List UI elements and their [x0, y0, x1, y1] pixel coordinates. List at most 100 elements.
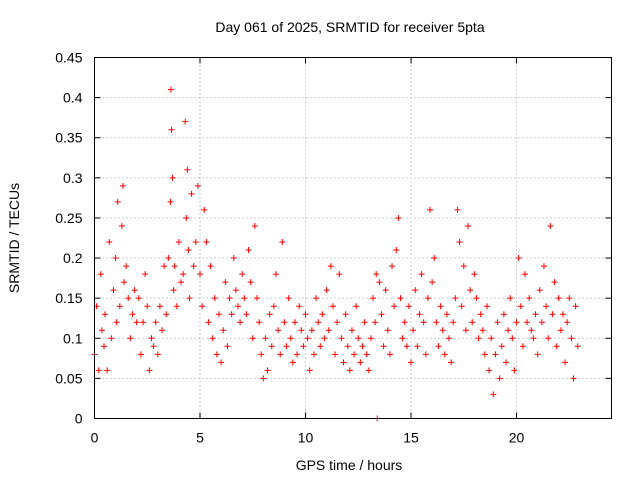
data-point: [317, 343, 324, 350]
data-point: [125, 295, 132, 302]
data-point: [133, 319, 140, 326]
data-point: [454, 206, 461, 213]
data-point: [298, 327, 305, 334]
data-point: [420, 319, 427, 326]
data-point: [373, 271, 380, 278]
data-point: [213, 351, 220, 358]
data-point: [545, 335, 552, 342]
data-point: [412, 287, 419, 294]
data-point: [376, 279, 383, 286]
data-point: [205, 319, 212, 326]
data-point: [182, 118, 189, 125]
data-point: [382, 287, 389, 294]
data-point: [534, 351, 541, 358]
x-axis-label: GPS time / hours: [296, 457, 403, 473]
data-point: [291, 319, 298, 326]
data-point: [167, 86, 174, 93]
data-point: [114, 198, 121, 205]
data-point: [553, 343, 560, 350]
data-point: [570, 375, 577, 382]
data-point: [365, 367, 372, 374]
data-point: [486, 367, 493, 374]
data-point: [150, 343, 157, 350]
data-point: [106, 239, 113, 246]
data-point: [395, 214, 402, 221]
data-point: [211, 295, 218, 302]
data-point: [393, 247, 400, 254]
data-point: [424, 295, 431, 302]
data-point: [146, 367, 153, 374]
data-point: [483, 303, 490, 310]
data-point: [207, 263, 214, 270]
data-point: [427, 206, 434, 213]
data-point: [121, 279, 128, 286]
data-point: [245, 247, 252, 254]
data-point: [285, 295, 292, 302]
data-point: [228, 311, 235, 318]
data-point: [450, 319, 457, 326]
data-point: [547, 222, 554, 229]
data-point: [173, 303, 180, 310]
data-point: [452, 295, 459, 302]
data-point: [361, 319, 368, 326]
data-point: [260, 375, 267, 382]
data-point: [467, 287, 474, 294]
data-point: [351, 351, 358, 358]
data-point: [471, 271, 478, 278]
data-point: [224, 343, 231, 350]
data-point: [183, 214, 190, 221]
data-point: [380, 343, 387, 350]
data-point: [357, 359, 364, 366]
data-point: [163, 311, 170, 318]
data-point: [315, 319, 322, 326]
data-point: [353, 303, 360, 310]
data-point: [363, 351, 370, 358]
data-point: [509, 335, 516, 342]
data-point: [443, 311, 450, 318]
data-point: [462, 327, 469, 334]
data-point: [321, 335, 328, 342]
data-point: [123, 263, 130, 270]
x-axis-ticks: 0 5 10 15 20: [91, 57, 525, 446]
data-point: [137, 351, 144, 358]
chart-title: Day 061 of 2025, SRMTID for receiver 5pt…: [215, 19, 484, 35]
data-point: [342, 311, 349, 318]
data-points: [91, 86, 581, 422]
data-point: [338, 335, 345, 342]
data-point: [300, 343, 307, 350]
data-point: [116, 303, 123, 310]
data-point: [118, 222, 125, 229]
data-point: [446, 335, 453, 342]
data-point: [477, 311, 484, 318]
data-point: [384, 327, 391, 334]
data-point: [170, 287, 177, 294]
data-point: [232, 287, 239, 294]
data-point: [479, 327, 486, 334]
y-tick-label: 0.1: [63, 330, 83, 346]
data-point: [171, 263, 178, 270]
data-point: [152, 319, 159, 326]
data-point: [131, 287, 138, 294]
x-tick-label: 0: [91, 430, 99, 446]
data-point: [192, 239, 199, 246]
y-tick-label: 0.15: [55, 290, 82, 306]
y-tick-label: 0.3: [63, 170, 83, 186]
data-point: [313, 295, 320, 302]
data-point: [536, 287, 543, 294]
data-point: [521, 271, 528, 278]
data-point: [310, 351, 317, 358]
data-point: [329, 303, 336, 310]
data-point: [513, 319, 520, 326]
y-tick-label: 0.2: [63, 250, 83, 266]
data-point: [359, 343, 366, 350]
data-point: [530, 335, 537, 342]
data-point: [344, 343, 351, 350]
data-point: [239, 271, 246, 278]
data-point: [418, 271, 425, 278]
data-point: [180, 271, 187, 278]
data-point: [175, 239, 182, 246]
data-point: [201, 206, 208, 213]
data-point: [169, 174, 176, 181]
data-point: [226, 295, 233, 302]
data-point: [241, 295, 248, 302]
